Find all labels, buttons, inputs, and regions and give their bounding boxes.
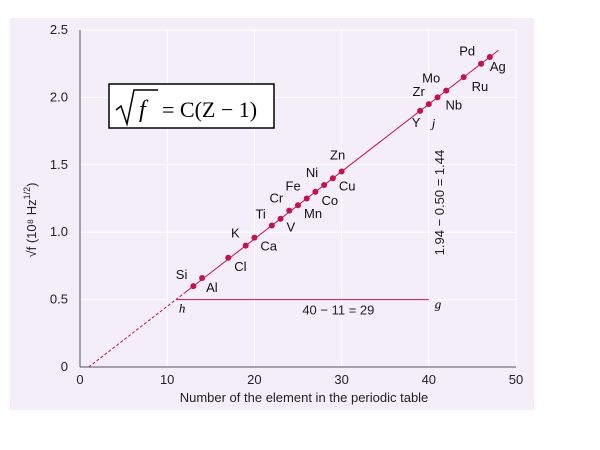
y-tick-labels: 0 0.5 1.0 1.5 2.0 2.5 xyxy=(50,22,68,374)
element-label: Al xyxy=(206,280,218,295)
x-tick-label: 30 xyxy=(334,372,348,387)
y-tick-label: 2.5 xyxy=(50,22,68,37)
x-axis-label: Number of the element in the periodic ta… xyxy=(180,390,429,405)
element-label: Ni xyxy=(306,165,318,180)
element-label: Si xyxy=(176,267,188,282)
point-h-label: h xyxy=(179,301,186,316)
point-g-label: g xyxy=(435,297,442,312)
y-tick-label: 1.0 xyxy=(50,224,68,239)
horizontal-leg-text: 40 − 11 = 29 xyxy=(302,303,374,318)
x-tick-label: 0 xyxy=(76,372,83,387)
element-label: Pd xyxy=(459,44,475,59)
data-point xyxy=(277,215,284,222)
x-tick-labels: 0 10 20 30 40 50 xyxy=(76,372,523,387)
chart-panel xyxy=(10,18,534,410)
y-axis-label-close: ) xyxy=(24,183,39,187)
data-point xyxy=(225,254,232,261)
data-point xyxy=(434,94,441,101)
element-label: Ti xyxy=(255,206,265,221)
y-tick-label: 2.0 xyxy=(50,89,68,104)
x-tick-label: 10 xyxy=(160,372,174,387)
y-axis-label-exp: 1/2 xyxy=(22,187,32,200)
element-label: Ru xyxy=(472,79,489,94)
x-tick-label: 40 xyxy=(422,372,436,387)
annotations: h g 40 − 11 = 29 j 1.94 − 0.50 = 1.44 xyxy=(175,115,447,318)
data-point xyxy=(199,275,206,282)
data-point xyxy=(486,53,493,60)
y-tick-label: 0 xyxy=(61,359,68,374)
data-point xyxy=(338,168,345,175)
element-label: Nb xyxy=(446,97,463,112)
data-point xyxy=(329,175,336,182)
data-point xyxy=(286,207,293,214)
fit-line-dashed xyxy=(88,292,185,368)
element-label: K xyxy=(231,226,240,241)
data-point xyxy=(417,107,424,114)
data-point xyxy=(460,74,467,81)
equation-rhs: = C(Z − 1) xyxy=(162,97,257,122)
axes xyxy=(79,30,516,368)
element-label: Zn xyxy=(330,148,345,163)
element-label: Cu xyxy=(339,178,356,193)
data-point xyxy=(251,234,258,241)
element-label: Ca xyxy=(260,239,277,254)
data-point xyxy=(190,283,197,290)
equation-frame xyxy=(108,83,275,129)
element-label: Mo xyxy=(422,71,440,86)
y-axis-label: √f (10⁸ Hz1/2) xyxy=(22,183,39,258)
data-point xyxy=(478,60,485,67)
data-point xyxy=(312,188,319,195)
element-label: V xyxy=(287,220,296,235)
y-axis-label-main: √f (10⁸ Hz xyxy=(24,199,39,257)
element-label: Mn xyxy=(304,206,322,221)
element-label: Ag xyxy=(490,59,506,74)
x-tick-label: 50 xyxy=(509,372,523,387)
y-tick-label: 0.5 xyxy=(50,292,68,307)
element-label: Co xyxy=(321,193,338,208)
sqrt-sign-icon xyxy=(115,89,158,127)
data-point xyxy=(425,101,432,108)
element-label: Fe xyxy=(286,179,301,194)
data-point xyxy=(443,87,450,94)
data-point xyxy=(268,222,275,229)
data-point xyxy=(295,202,301,209)
element-label: Cr xyxy=(270,191,284,206)
point-j-label: j xyxy=(430,115,436,130)
element-label: Y xyxy=(412,115,421,130)
data-point xyxy=(242,242,249,249)
equation-lhs: f xyxy=(139,97,149,123)
data-point xyxy=(321,182,328,189)
element-label: Zr xyxy=(413,84,426,99)
data-point xyxy=(303,195,310,202)
y-tick-label: 1.5 xyxy=(50,157,68,172)
x-tick-label: 20 xyxy=(247,372,261,387)
equation-box: f = C(Z − 1) xyxy=(108,83,275,129)
vertical-leg-text: 1.94 − 0.50 = 1.44 xyxy=(432,150,447,256)
element-label: Cl xyxy=(234,259,246,274)
